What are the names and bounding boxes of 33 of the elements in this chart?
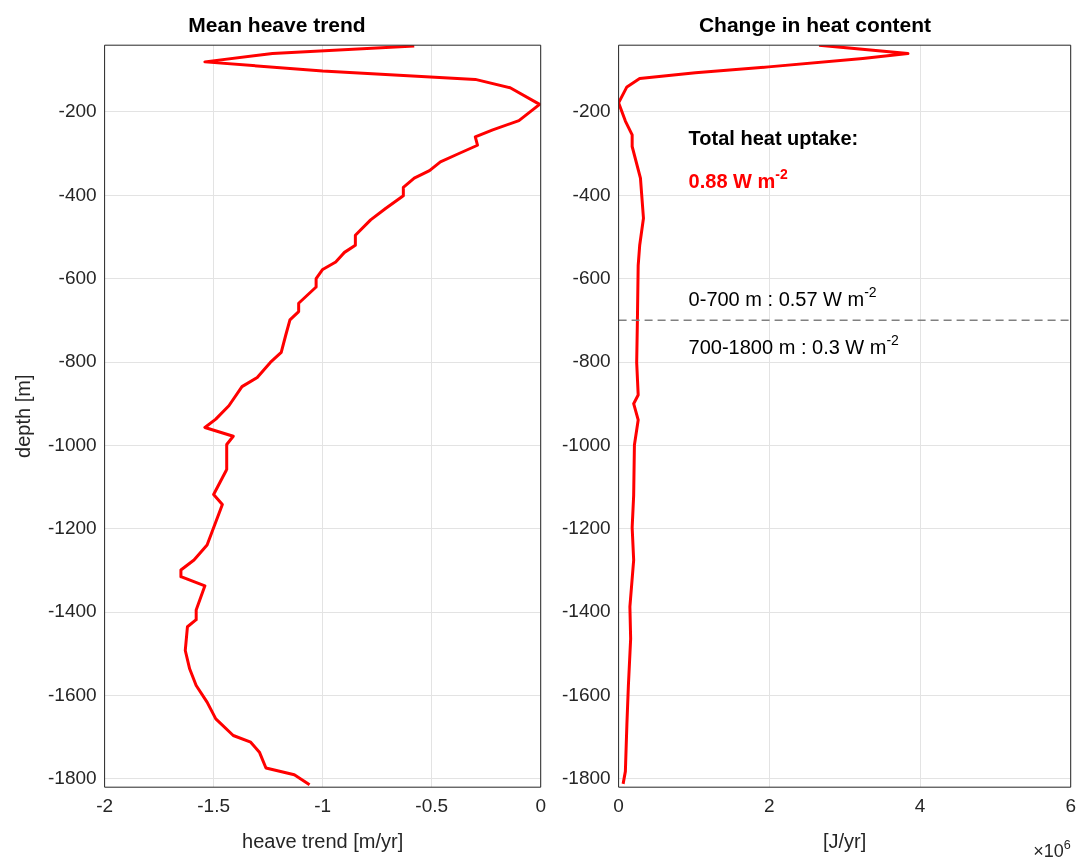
y-tick-label: -1800 (47, 767, 97, 789)
x-tick-label: -2 (96, 794, 114, 816)
x-axis-title: [J/yr] (822, 829, 867, 852)
chart-title: Mean heave trend (188, 13, 366, 37)
x-tick-label: 0 (535, 794, 547, 816)
y-tick-label: -600 (572, 266, 611, 288)
y-tick-label: -1400 (47, 600, 97, 622)
x-axis-title: heave trend [m/yr] (242, 829, 404, 852)
y-tick-label: -200 (572, 100, 611, 122)
x-tick-label: -1 (314, 794, 332, 816)
y-tick-label: -1800 (561, 767, 611, 789)
y-tick-label: -1000 (561, 433, 611, 455)
y-axis-title: depth [m] (11, 374, 34, 458)
x-tick-label: 0 (613, 794, 624, 816)
y-tick-label: -400 (572, 183, 611, 205)
annotation: Total heat uptake: (688, 127, 859, 150)
x-tick-label: 4 (914, 794, 926, 816)
chart-title: Change in heat content (698, 13, 932, 37)
y-tick-label: -400 (58, 183, 97, 205)
y-tick-label: -200 (58, 100, 97, 122)
x-tick-label: 2 (764, 794, 775, 816)
x-tick-label: 6 (1065, 794, 1077, 816)
y-tick-label: -1400 (561, 600, 611, 622)
y-tick-label: -800 (572, 350, 611, 372)
y-tick-label: -1200 (47, 516, 97, 538)
y-tick-label: -1600 (561, 683, 611, 705)
x-tick-label: -1.5 (197, 794, 230, 816)
y-tick-label: -800 (58, 350, 97, 372)
y-tick-label: -600 (58, 266, 97, 288)
y-tick-label: -1600 (47, 683, 97, 705)
y-tick-label: -1000 (47, 433, 97, 455)
x-tick-label: -0.5 (415, 794, 449, 816)
y-tick-label: -1200 (561, 516, 611, 538)
